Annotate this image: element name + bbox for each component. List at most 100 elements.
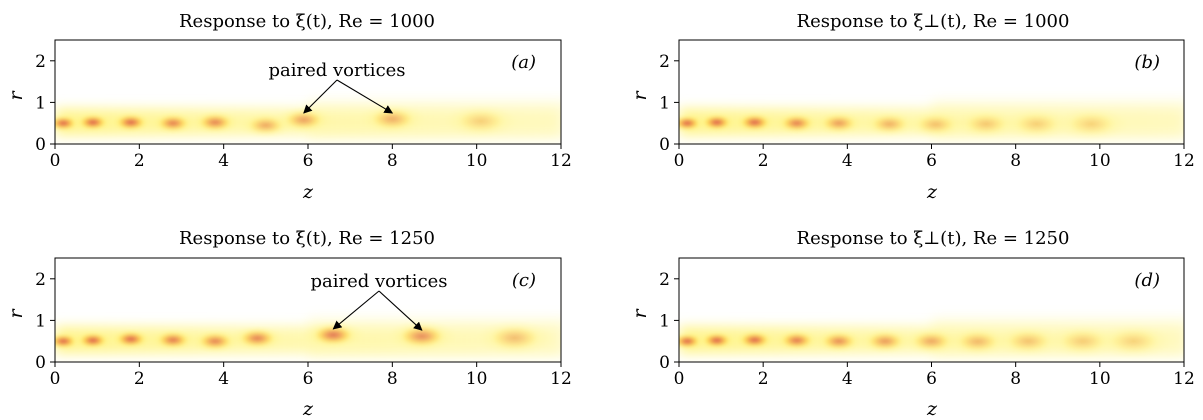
panel-a-vortex: [371, 109, 413, 129]
panel-c-ytick-label: 2: [35, 270, 46, 290]
panel-a-letter: (a): [511, 52, 536, 73]
panel-a-vortex: [116, 115, 145, 129]
panel-c-xtick-label: 10: [466, 369, 488, 389]
panel-d-ytick-label: 2: [659, 270, 670, 290]
panel-d-xtick-label: 12: [1173, 369, 1195, 389]
panel-c-title: Response to ξ(t), Re = 1250: [179, 228, 435, 249]
panel-a-ytick-label: 2: [35, 52, 46, 72]
panel-c-vortex: [79, 334, 106, 347]
panel-a-xtick-label: 8: [387, 151, 398, 171]
panel-b-ytick-label: 1: [659, 93, 670, 113]
panel-a-xtick-label: 0: [50, 151, 61, 171]
panel-a-xtick-label: 2: [134, 151, 145, 171]
panel-a-xticks: 0 2 4 6 8 10 12: [50, 144, 572, 171]
panel-c-xtick-label: 8: [387, 369, 398, 389]
panel-c-annotation-text: paired vortices: [310, 271, 447, 292]
panel-d-vortex: [740, 333, 769, 347]
panel-c-vortex: [55, 335, 76, 347]
panel-b: Response to ξ⊥(t), Re = 1000 0 2 4 6 8 10 12 0…: [629, 11, 1195, 203]
panel-c-vortex: [400, 326, 444, 347]
panel-b-vortex: [703, 116, 730, 129]
panel-c-letter: (c): [512, 270, 536, 291]
panel-d-xtick-label: 8: [1010, 369, 1021, 389]
panel-b-xlabel: z: [926, 181, 938, 203]
panel-d-ytick-label: 0: [659, 353, 670, 373]
panel-b-ytick-label: 0: [659, 135, 670, 155]
panel-a-vortex: [158, 116, 189, 131]
panel-d-vortex: [1109, 330, 1158, 353]
panel-b-xtick-label: 0: [674, 151, 685, 171]
panel-a-vortex: [199, 114, 232, 130]
panel-d-xtick-label: 6: [926, 369, 937, 389]
panel-a-annotation-arrow: [336, 79, 394, 114]
panel-d-yticks: 0 1 2: [659, 270, 679, 373]
panel-a-annotation-text: paired vortices: [268, 60, 405, 81]
panel-c-annotation-arrow: [378, 290, 423, 331]
panel-d-ytick-label: 1: [659, 311, 670, 331]
panel-d-vortex: [703, 334, 730, 347]
panel-c-xlabel: z: [302, 398, 314, 420]
panel-c-xtick-label: 2: [134, 369, 145, 389]
panel-b-ylabel: r: [629, 90, 651, 101]
panel-b-xtick-label: 12: [1173, 151, 1195, 171]
panel-b-vortex: [917, 115, 955, 133]
panel-b-vortex: [679, 117, 700, 129]
panel-a-annotation: paired vortices: [268, 60, 406, 114]
panel-c-ytick-label: 0: [35, 353, 46, 373]
panel-c-xticks: 0 2 4 6 8 10 12: [50, 362, 572, 389]
panel-b-xtick-label: 2: [758, 151, 769, 171]
panel-a-xtick-label: 12: [550, 151, 572, 171]
panel-d-xtick-label: 4: [842, 369, 853, 389]
panel-b-vortex: [781, 116, 812, 131]
panel-c-vortex: [199, 333, 232, 349]
panel-a-yticks: 0 1 2: [35, 52, 55, 155]
panel-a: Response to ξ(t), Re = 1000 0 2 4 6 8 10 12 01…: [5, 11, 572, 203]
panel-a-field: [55, 100, 561, 140]
panel-d-xtick-label: 10: [1089, 369, 1111, 389]
panel-a-annotation-arrow: [303, 79, 338, 114]
panel-a-xtick-label: 6: [303, 151, 314, 171]
panel-c-annotation: paired vortices: [310, 271, 448, 331]
panel-a-xtick-label: 4: [218, 151, 229, 171]
panel-b-xtick-label: 6: [926, 151, 937, 171]
panel-c-xtick-label: 4: [218, 369, 229, 389]
panel-c-xtick-label: 6: [303, 369, 314, 389]
panel-d-vortex: [1007, 331, 1050, 351]
panel-d-vortex: [958, 332, 998, 351]
panel-d-title: Response to ξ⊥(t), Re = 1250: [797, 228, 1070, 249]
panel-c: Response to ξ(t), Re = 1250 0 2 4 6 8 10 12 01…: [5, 228, 572, 420]
panel-b-vortex: [1068, 113, 1115, 135]
panel-a-vortex: [285, 111, 323, 129]
panel-c-ylabel: r: [5, 308, 27, 319]
panel-b-letter: (b): [1134, 52, 1160, 73]
panel-b-xticks: 0 2 4 6 8 10 12: [674, 144, 1195, 171]
panel-d-vortex: [781, 333, 812, 348]
panel-d-letter: (d): [1134, 270, 1160, 291]
panel-a-ylabel: r: [5, 90, 27, 101]
panel-a-vortex: [55, 117, 76, 129]
panel-a-title: Response to ξ(t), Re = 1000: [179, 11, 435, 32]
panel-a-ytick-label: 0: [35, 135, 46, 155]
panel-d-vortex: [867, 333, 903, 350]
panel-d-vortex: [679, 335, 700, 347]
panel-a-vortex: [79, 116, 106, 129]
panel-b-vortex: [966, 114, 1007, 134]
panel-a-xlabel: z: [302, 181, 314, 203]
panel-b-xtick-label: 10: [1089, 151, 1111, 171]
panel-b-title: Response to ξ⊥(t), Re = 1000: [797, 11, 1070, 32]
panel-d-vortex: [913, 332, 950, 350]
panel-b-vortex: [872, 116, 907, 133]
panel-a-vortex: [457, 110, 504, 132]
panel-b-field: [679, 100, 1184, 141]
panel-b-xtick-label: 4: [842, 151, 853, 171]
panel-c-vortex: [240, 330, 275, 347]
panel-a-wake: [308, 100, 561, 140]
panel-d-vortex: [822, 333, 856, 349]
panel-d-xlabel: z: [926, 398, 938, 420]
panel-a-xtick-label: 10: [466, 151, 488, 171]
panel-b-yticks: 0 1 2: [659, 52, 679, 155]
panel-c-vortex: [490, 326, 539, 349]
panel-d-vortex: [1060, 330, 1106, 352]
panel-d-xtick-label: 0: [674, 369, 685, 389]
